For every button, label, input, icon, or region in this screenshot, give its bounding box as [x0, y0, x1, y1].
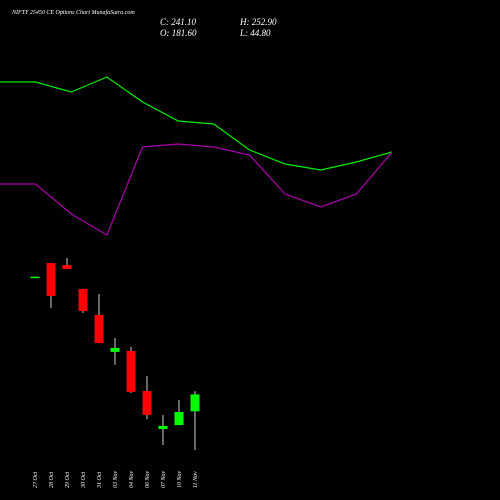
candle-body [30, 276, 40, 279]
x-tick-label: 04 Nov [128, 470, 135, 488]
close-label: C: 241.10 [160, 17, 197, 27]
candle-body [158, 425, 168, 430]
candle-body [110, 347, 120, 352]
candle-body [142, 391, 152, 415]
x-tick-label: 31 Oct [97, 472, 103, 489]
candle-body [62, 265, 72, 270]
indicator-line [0, 143, 393, 236]
candle-body [126, 351, 136, 392]
x-tick-label: 30 Oct [81, 472, 87, 489]
open-label: O: 181.60 [160, 28, 197, 38]
x-tick-label: 03 Nov [113, 470, 119, 488]
high-label: H: 252.90 [239, 17, 277, 27]
x-tick-label: 11 Nov [193, 471, 199, 488]
x-tick-label: 07 Nov [161, 470, 167, 488]
x-tick-label: 10 Nov [177, 470, 183, 488]
candle-body [46, 263, 56, 296]
candle-body [78, 288, 88, 312]
candle-body [190, 394, 200, 412]
low-label: L: 44.80 [239, 28, 271, 38]
x-tick-label: 27 Oct [33, 472, 39, 488]
chart-title: NIFTY 25450 CE Options Chart MunafaSutra… [11, 9, 135, 16]
x-tick-label: 29 Oct [65, 472, 71, 488]
x-tick-label: 06 Nov [145, 470, 151, 488]
candle-body [94, 314, 104, 344]
x-tick-label: 28 Oct [49, 472, 55, 488]
candle-body [174, 412, 184, 426]
indicator-line [0, 76, 393, 171]
